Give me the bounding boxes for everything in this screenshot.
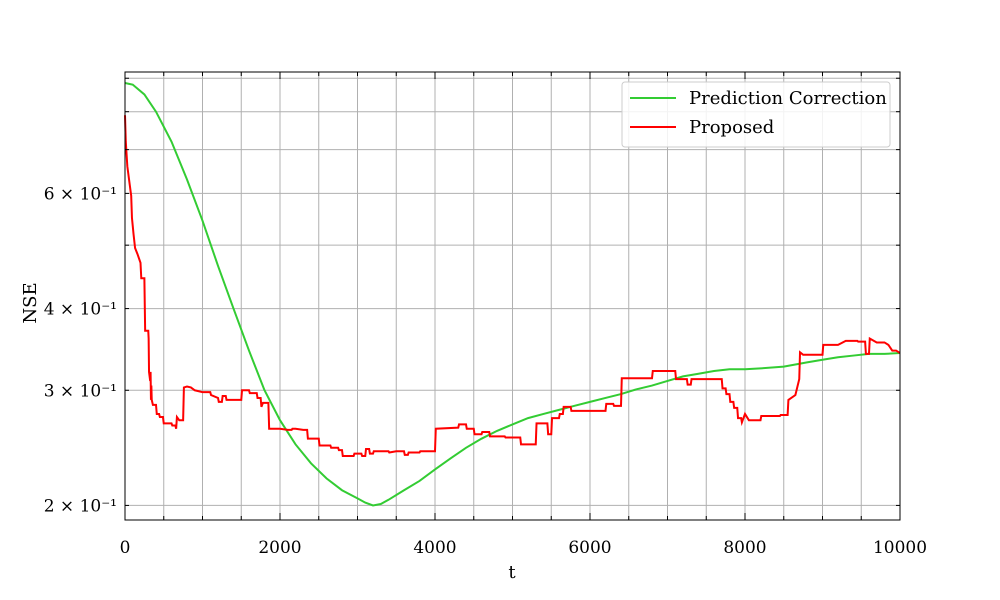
x-tick-label: 8000 (723, 538, 766, 558)
series-line-prediction-correction (124, 82, 901, 507)
ticks: 0 2000 4000 6000 8000 10000 2 × 10⁻¹ 3 × 10⁻¹ 4 … (44, 72, 927, 558)
x-axis-label: t (508, 562, 516, 583)
x-tick-label: 2000 (258, 538, 301, 558)
series-line-proposed (124, 115, 901, 458)
legend-label-prediction-correction: Prediction Correction (689, 88, 887, 109)
series-layer (124, 82, 901, 507)
x-tick-label: 4000 (413, 538, 456, 558)
x-tick-label: 10000 (873, 538, 927, 558)
legend-box (621, 81, 891, 148)
y-tick-label: 3 × 10⁻¹ (44, 381, 117, 401)
y-tick-label: 2 × 10⁻¹ (44, 496, 117, 516)
y-axis-label: NSE (20, 282, 41, 323)
legend: Prediction Correction Proposed (621, 81, 891, 148)
x-tick-label: 6000 (568, 538, 611, 558)
legend-label-proposed: Proposed (689, 117, 774, 138)
y-tick-label: 6 × 10⁻¹ (44, 184, 117, 204)
y-tick-label: 4 × 10⁻¹ (44, 300, 117, 320)
x-tick-label: 0 (120, 538, 131, 558)
